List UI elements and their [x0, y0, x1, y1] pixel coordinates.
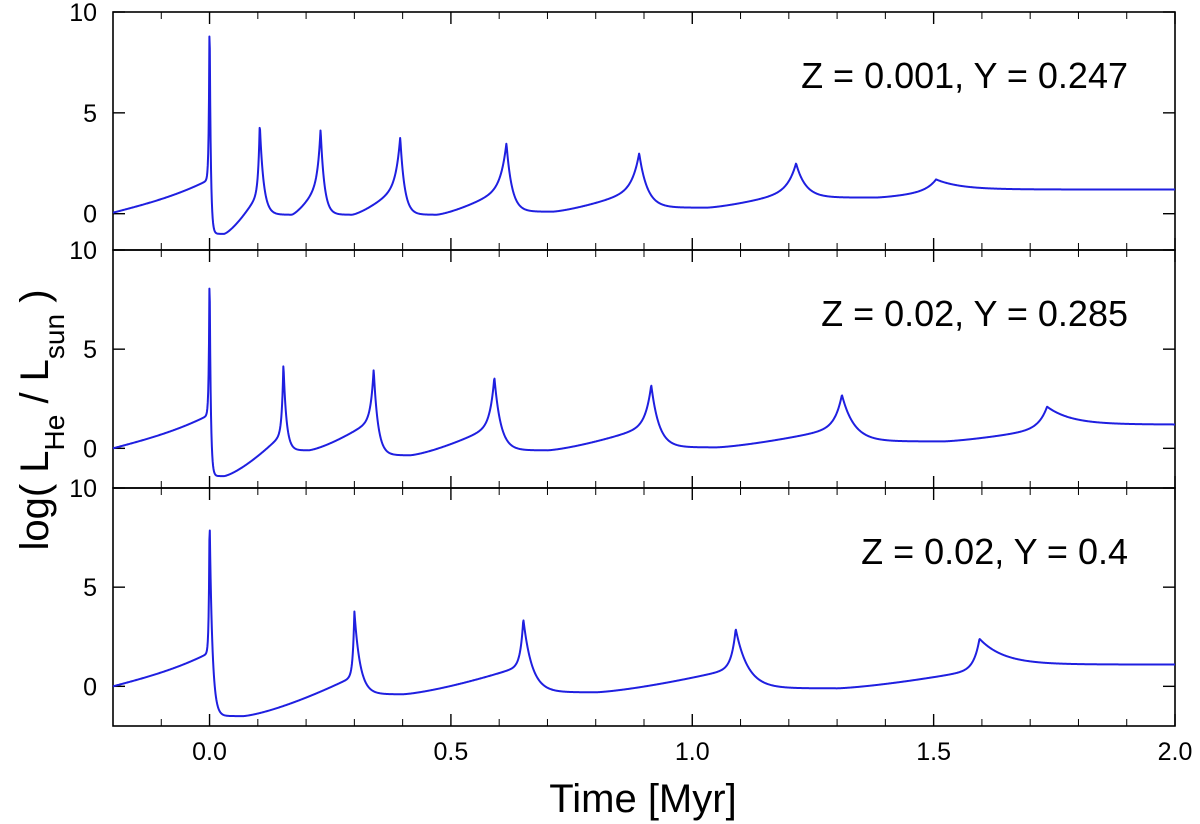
y-axis-label-sub-sun: sun: [39, 314, 70, 359]
x-axis: 0.0 0.5 1.0 1.5 2.0: [192, 738, 1192, 766]
x-tick-label: 0.5: [434, 738, 469, 766]
x-tick-label: 2.0: [1158, 738, 1193, 766]
series-line: [112, 287, 1176, 478]
panel-annotation: Z = 0.02, Y = 0.285: [821, 293, 1128, 334]
x-tick-label: 0.0: [192, 738, 227, 766]
y-tick-label: 5: [83, 100, 97, 128]
x-axis-label: Time [Myr]: [549, 777, 736, 821]
y-tick-label: 0: [83, 673, 97, 701]
series-line: [112, 35, 1176, 235]
y-tick-label: 0: [83, 201, 97, 229]
panel-annotation: Z = 0.02, Y = 0.4: [861, 531, 1128, 572]
y-axis-label-sub-he: He: [39, 415, 70, 451]
panel-1: 0 5 10 Z = 0.001, Y = 0.247: [69, 0, 1176, 251]
panel-annotation: Z = 0.001, Y = 0.247: [801, 55, 1128, 96]
y-tick-label: 10: [69, 475, 97, 503]
x-tick-label: 1.0: [675, 738, 710, 766]
y-axis-label-middle: / L: [13, 359, 57, 415]
y-tick-label: 10: [69, 0, 97, 27]
panel-2: 0 5 10 Z = 0.02, Y = 0.285: [69, 237, 1176, 489]
chart-panels: 0 5 10 Z = 0.001, Y = 0.247 0 5 10 Z = 0.02, Y …: [69, 0, 1176, 727]
y-tick-label: 5: [83, 336, 97, 364]
panel-frame: [112, 11, 1176, 251]
y-tick-label: 5: [83, 574, 97, 602]
y-axis-label-prefix: log( L: [13, 450, 57, 550]
panel-3: 0 5 10 Z = 0.02, Y = 0.4: [69, 475, 1176, 727]
panel-frame: [112, 249, 1176, 489]
x-tick-label: 1.5: [916, 738, 951, 766]
y-axis-label: log( LHe / Lsun ): [13, 289, 70, 550]
y-tick-label: 0: [83, 435, 97, 463]
y-axis-label-suffix: ): [13, 289, 57, 313]
y-tick-label: 10: [69, 237, 97, 265]
panel-frame: [112, 487, 1176, 727]
series-line: [112, 529, 1176, 718]
